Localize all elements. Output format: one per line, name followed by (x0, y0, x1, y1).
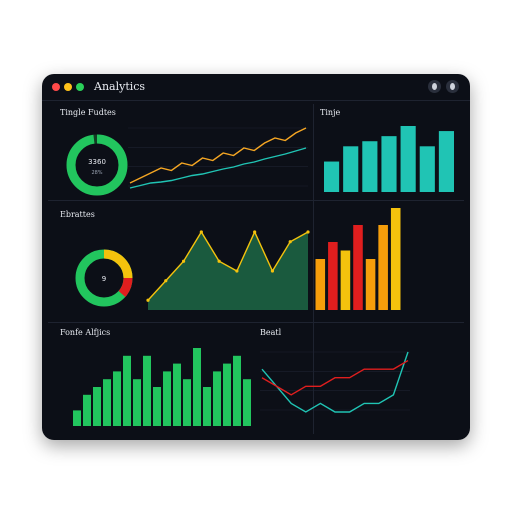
series-line-1 (261, 359, 409, 396)
gauge-1-sub: 28% (91, 170, 102, 176)
area-point (181, 259, 186, 263)
bar (183, 379, 191, 426)
bar (213, 371, 221, 426)
bar (343, 146, 359, 192)
bar (378, 225, 388, 310)
bar (390, 208, 401, 310)
bar (400, 126, 416, 192)
settings-button[interactable] (428, 80, 441, 93)
bar (243, 379, 251, 426)
bar-chart-4 (315, 208, 401, 310)
series-line-0 (261, 351, 409, 413)
maximize-window-button[interactable] (76, 83, 84, 91)
area-chart-3 (146, 230, 310, 310)
bar (419, 146, 435, 192)
divider (313, 104, 314, 434)
bar (133, 379, 141, 426)
divider (48, 322, 464, 323)
area-point (235, 269, 239, 273)
user-icon (450, 83, 455, 90)
divider (48, 200, 464, 201)
series-line-0 (129, 127, 307, 184)
bar (438, 131, 454, 192)
series-line-1 (129, 147, 307, 189)
title-bar: Analytics (42, 74, 470, 101)
minimize-window-button[interactable] (64, 83, 72, 91)
bar (203, 387, 211, 426)
area-point (199, 230, 203, 234)
bar (163, 371, 171, 426)
bar (315, 259, 326, 310)
panel-title-4: Fonfe Alfjics (60, 328, 111, 337)
settings-icon (432, 83, 437, 90)
bar-chart-2 (324, 126, 454, 192)
area-point (217, 259, 221, 263)
panel-title-2: Tinje (320, 108, 341, 117)
bar (103, 379, 111, 426)
area-point (164, 279, 168, 283)
bar (83, 394, 91, 426)
bar (340, 250, 351, 310)
bar (223, 363, 231, 426)
bar (365, 259, 376, 310)
profile-button[interactable] (446, 80, 459, 93)
gauge-3-value: 9 (102, 275, 106, 283)
bar (233, 355, 241, 426)
close-window-button[interactable] (52, 83, 60, 91)
bar-chart-5 (73, 348, 251, 426)
bar (381, 136, 397, 192)
analytics-window: Analytics Tingle Fudtes 3360 28% Tinje E… (42, 74, 470, 440)
area-point (253, 230, 257, 234)
bar (143, 355, 151, 426)
panel-title-1: Tingle Fudtes (60, 108, 116, 117)
gauge-3: 9 (75, 249, 133, 307)
bar (153, 387, 161, 426)
area-point (288, 240, 292, 244)
gauge-1-value: 3360 (88, 158, 106, 166)
panel-title-5: Beatl (260, 328, 282, 337)
bar (173, 363, 181, 426)
bar (353, 225, 363, 310)
bar (328, 242, 338, 310)
bar (324, 161, 340, 192)
line-chart-1 (128, 127, 308, 189)
bar (73, 410, 81, 426)
area-line (147, 230, 309, 301)
line-chart-6 (260, 351, 410, 413)
area-fill (148, 232, 308, 310)
area-point (146, 298, 150, 302)
bar (193, 348, 201, 426)
panel-title-3: Ebrattes (60, 210, 95, 219)
window-title: Analytics (94, 80, 146, 93)
bar (362, 141, 378, 192)
area-point (270, 269, 275, 273)
gauge-1: 3360 28% (66, 134, 128, 196)
area-point (306, 230, 310, 234)
bar (123, 355, 131, 426)
bar (113, 371, 121, 426)
bar (93, 387, 101, 426)
